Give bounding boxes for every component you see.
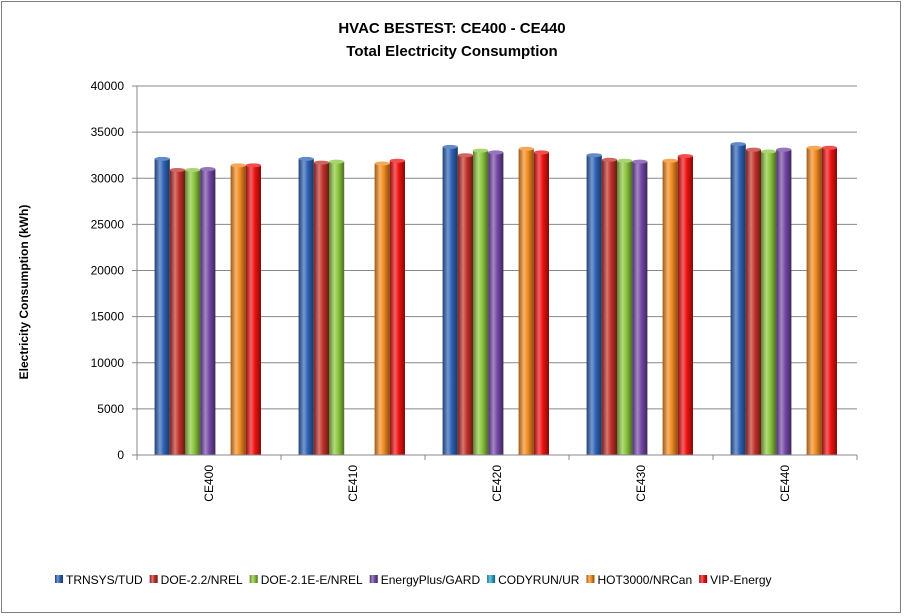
bar-cap-trnsys-tud-ce440 (730, 142, 746, 147)
bar-energyplus-gard-ce430 (632, 161, 648, 455)
bar-cap-energyplus-gard-ce430 (632, 159, 648, 164)
bar-trnsys-tud-ce420 (442, 146, 458, 455)
bar-doe-2-1e-e-nrel-ce430 (617, 160, 633, 455)
bar-doe-2-2-nrel-ce410 (313, 162, 329, 455)
tick-labels: 0 5000 10000 15000 20000 25000 30000 35000 40000… (91, 79, 792, 502)
y-tick-label: 20000 (91, 264, 125, 278)
bar-hot3000-nrcan-ce410 (374, 163, 390, 456)
bar-cap-vip-energy-ce430 (677, 154, 694, 159)
y-tick-label: 40000 (91, 79, 125, 93)
y-tick-label: 15000 (91, 310, 125, 324)
legend-swatch-energyplus-gard (369, 575, 378, 583)
bar-cap-vip-energy-ce440 (821, 145, 838, 150)
y-tick-label: 10000 (91, 356, 125, 370)
legend-label-energyplus-gard: EnergyPlus/GARD (381, 573, 481, 587)
bar-cap-energyplus-gard-ce440 (776, 147, 792, 152)
legend-label-doe-2-1e-e-nrel: DOE-2.1E-E/NREL (261, 573, 363, 587)
legend-swatch-hot3000-nrcan (586, 575, 595, 583)
bar-cap-doe-2-2-nrel-ce410 (313, 160, 329, 165)
bar-cap-hot3000-nrcan-ce440 (806, 145, 822, 150)
bar-cap-hot3000-nrcan-ce430 (662, 158, 678, 163)
bar-cap-hot3000-nrcan-ce410 (374, 161, 390, 166)
x-tick-label-ce440: CE440 (778, 465, 792, 502)
bar-doe-2-2-nrel-ce400 (169, 169, 185, 455)
chart-title: HVAC BESTEST: CE400 - CE440 (338, 20, 565, 37)
bar-vip-energy-ce440 (821, 147, 837, 455)
y-tick-label: 0 (117, 448, 124, 462)
legend-label-trnsys-tud: TRNSYS/TUD (66, 573, 143, 587)
bar-cap-vip-energy-ce410 (389, 158, 405, 163)
bar-energyplus-gard-ce420 (488, 152, 504, 456)
bar-cap-energyplus-gard-ce400 (200, 167, 216, 172)
bar-cap-doe-2-1e-e-nrel-ce440 (761, 149, 777, 154)
x-tick-label-ce420: CE420 (490, 465, 504, 502)
bar-cap-vip-energy-ce400 (245, 163, 261, 168)
legend-swatch-codyrun-ur (487, 575, 496, 583)
bar-cap-trnsys-tud-ce400 (154, 156, 170, 161)
bar-vip-energy-ce430 (677, 156, 693, 456)
bar-cap-hot3000-nrcan-ce400 (230, 163, 246, 168)
chart-subtitle: Total Electricity Consumption (346, 43, 557, 60)
bar-cap-hot3000-nrcan-ce420 (518, 146, 534, 151)
bar-doe-2-1e-e-nrel-ce400 (185, 169, 201, 455)
legend-swatch-vip-energy (699, 575, 708, 583)
bar-trnsys-tud-ce400 (154, 158, 170, 455)
bar-vip-energy-ce400 (245, 165, 261, 455)
y-tick-label: 25000 (91, 217, 125, 231)
x-tick-label-ce400: CE400 (202, 465, 216, 502)
bar-hot3000-nrcan-ce420 (518, 148, 534, 456)
legend: TRNSYS/TUD DOE-2.2/NREL DOE-2.1E-E/NREL Ene… (55, 573, 772, 587)
legend-swatch-doe-2-2-nrel (149, 575, 158, 583)
bar-vip-energy-ce410 (389, 160, 405, 455)
bar-doe-2-2-nrel-ce440 (745, 149, 761, 455)
legend-label-codyrun-ur: CODYRUN/UR (498, 573, 580, 587)
bar-doe-2-1e-e-nrel-ce410 (329, 161, 345, 455)
bar-energyplus-gard-ce400 (200, 169, 216, 455)
bar-trnsys-tud-ce410 (298, 158, 314, 455)
bar-trnsys-tud-ce430 (586, 155, 602, 455)
bar-cap-doe-2-2-nrel-ce420 (457, 153, 473, 158)
bar-cap-doe-2-1e-e-nrel-ce400 (185, 167, 201, 172)
bar-cap-vip-energy-ce420 (533, 150, 550, 155)
bar-cap-energyplus-gard-ce420 (488, 150, 504, 155)
bar-hot3000-nrcan-ce430 (662, 160, 678, 455)
bar-doe-2-2-nrel-ce420 (457, 155, 473, 455)
bars (154, 142, 838, 456)
bar-cap-doe-2-1e-e-nrel-ce410 (329, 159, 345, 164)
bar-trnsys-tud-ce440 (730, 144, 746, 455)
legend-label-vip-energy: VIP-Energy (710, 573, 771, 587)
bar-energyplus-gard-ce440 (776, 149, 792, 455)
y-tick-label: 30000 (91, 171, 125, 185)
axes (132, 85, 858, 460)
bar-doe-2-2-nrel-ce430 (601, 159, 617, 456)
legend-swatch-trnsys-tud (55, 575, 63, 583)
legend-label-doe-2-2-nrel: DOE-2.2/NREL (161, 573, 243, 587)
bar-hot3000-nrcan-ce400 (230, 165, 246, 455)
bar-cap-trnsys-tud-ce410 (298, 156, 314, 161)
bar-cap-doe-2-2-nrel-ce440 (745, 147, 762, 152)
x-tick-label-ce430: CE430 (634, 465, 648, 502)
bar-cap-doe-2-1e-e-nrel-ce420 (473, 148, 489, 153)
y-tick-label: 5000 (97, 402, 124, 416)
bar-doe-2-1e-e-nrel-ce420 (473, 150, 489, 455)
bar-cap-trnsys-tud-ce430 (586, 153, 602, 158)
bar-doe-2-1e-e-nrel-ce440 (761, 151, 777, 455)
y-tick-label: 35000 (91, 125, 125, 139)
bar-cap-doe-2-2-nrel-ce400 (169, 167, 185, 172)
bar-hot3000-nrcan-ce440 (806, 147, 822, 455)
bar-cap-doe-2-2-nrel-ce430 (601, 157, 618, 162)
x-tick-label-ce410: CE410 (346, 465, 360, 502)
bar-vip-energy-ce420 (533, 152, 549, 456)
bar-cap-doe-2-1e-e-nrel-ce430 (617, 158, 633, 163)
legend-label-hot3000-nrcan: HOT3000/NRCan (597, 573, 692, 587)
legend-swatch-doe-2-1e-e-nrel (249, 575, 258, 583)
y-axis-label: Electricity Consumption (kWh) (17, 205, 31, 380)
bar-cap-trnsys-tud-ce420 (442, 144, 458, 149)
